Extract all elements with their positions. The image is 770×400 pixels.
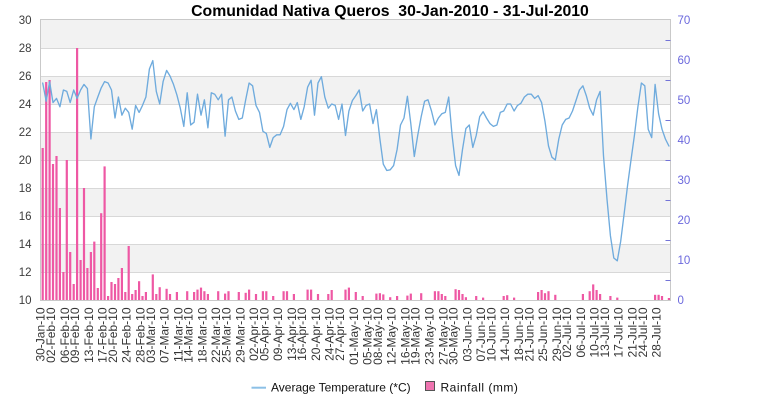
svg-text:09-Feb-10: 09-Feb-10 [68,307,82,363]
svg-text:20-Apr-10: 20-Apr-10 [309,307,323,361]
svg-text:07-Mar-10: 07-Mar-10 [158,307,172,363]
svg-text:25-Mar-10: 25-Mar-10 [220,307,234,363]
svg-text:21-Jul-10: 21-Jul-10 [626,307,640,357]
svg-text:05-May-10: 05-May-10 [361,307,375,365]
svg-text:13-Apr-10: 13-Apr-10 [285,307,299,361]
svg-text:09-Apr-10: 09-Apr-10 [271,307,285,361]
svg-text:23-May-10: 23-May-10 [423,307,437,365]
svg-text:24-Jul-10: 24-Jul-10 [636,307,650,357]
svg-text:07-Jun-10: 07-Jun-10 [474,307,488,361]
svg-text:01-May-10: 01-May-10 [347,307,361,365]
svg-text:28: 28 [19,43,32,55]
svg-text:40: 40 [678,135,691,147]
svg-text:02-Apr-10: 02-Apr-10 [247,307,261,361]
svg-text:13-Jul-10: 13-Jul-10 [598,307,612,357]
svg-text:20: 20 [678,215,691,227]
svg-text:20-Feb-10: 20-Feb-10 [106,307,120,363]
svg-text:10: 10 [19,295,32,307]
svg-text:05-Apr-10: 05-Apr-10 [257,307,271,361]
svg-text:22-Mar-10: 22-Mar-10 [209,307,223,363]
svg-text:12-May-10: 12-May-10 [385,307,399,365]
svg-text:08-May-10: 08-May-10 [371,307,385,365]
svg-text:14-Jun-10: 14-Jun-10 [498,307,512,361]
svg-text:06-Jul-10: 06-Jul-10 [574,307,588,357]
svg-text:16-Apr-10: 16-Apr-10 [295,307,309,361]
svg-text:70: 70 [678,15,691,27]
svg-text:03-Jun-10: 03-Jun-10 [460,307,474,361]
svg-text:29-Jun-10: 29-Jun-10 [550,307,564,361]
svg-text:10: 10 [678,255,691,267]
svg-text:10-Jun-10: 10-Jun-10 [484,307,498,361]
svg-text:30: 30 [19,15,32,27]
svg-text:24: 24 [19,99,32,111]
svg-text:17-Feb-10: 17-Feb-10 [96,307,110,363]
svg-text:12: 12 [19,267,32,279]
svg-text:25-Jun-10: 25-Jun-10 [536,307,550,361]
svg-text:14: 14 [19,239,32,251]
svg-text:20: 20 [19,155,32,167]
svg-text:16: 16 [19,211,32,223]
svg-text:28-Jul-10: 28-Jul-10 [650,307,664,357]
svg-text:18: 18 [19,183,32,195]
svg-text:02-Feb-10: 02-Feb-10 [44,307,58,363]
svg-text:28-Feb-10: 28-Feb-10 [134,307,148,363]
svg-text:21-Jun-10: 21-Jun-10 [522,307,536,361]
svg-text:22: 22 [19,127,32,139]
svg-text:Average Temperature (*C): Average Temperature (*C) [271,381,411,395]
svg-text:24-Feb-10: 24-Feb-10 [120,307,134,363]
svg-text:30: 30 [678,175,691,187]
svg-text:Comunidad Nativa Queros 30-Ja: Comunidad Nativa Queros 30-Jan-2010 - 31… [191,3,589,20]
svg-text:10-Jul-10: 10-Jul-10 [588,307,602,357]
svg-text:30-Jan-10: 30-Jan-10 [34,307,48,361]
svg-text:11-Mar-10: 11-Mar-10 [171,307,185,362]
svg-text:14-Mar-10: 14-Mar-10 [182,307,196,363]
svg-text:Rainfall (mm): Rainfall (mm) [441,381,519,395]
svg-text:13-Feb-10: 13-Feb-10 [82,307,96,363]
svg-text:19-May-10: 19-May-10 [409,307,423,365]
svg-text:06-Feb-10: 06-Feb-10 [58,307,72,363]
svg-text:18-Mar-10: 18-Mar-10 [195,307,209,363]
svg-text:60: 60 [678,55,691,67]
svg-text:02-Jul-10: 02-Jul-10 [560,307,574,357]
svg-text:16-May-10: 16-May-10 [398,307,412,365]
svg-text:24-Apr-10: 24-Apr-10 [323,307,337,361]
svg-text:17-Jul-10: 17-Jul-10 [612,307,626,357]
svg-text:29-Mar-10: 29-Mar-10 [233,307,247,363]
svg-text:27-Apr-10: 27-Apr-10 [333,307,347,361]
svg-text:50: 50 [678,95,691,107]
svg-text:27-May-10: 27-May-10 [436,307,450,365]
svg-text:03-Mar-10: 03-Mar-10 [144,307,158,363]
svg-text:30-May-10: 30-May-10 [447,307,461,365]
svg-text:26: 26 [19,71,32,83]
svg-text:0: 0 [678,295,684,307]
svg-text:18-Jun-10: 18-Jun-10 [512,307,526,361]
